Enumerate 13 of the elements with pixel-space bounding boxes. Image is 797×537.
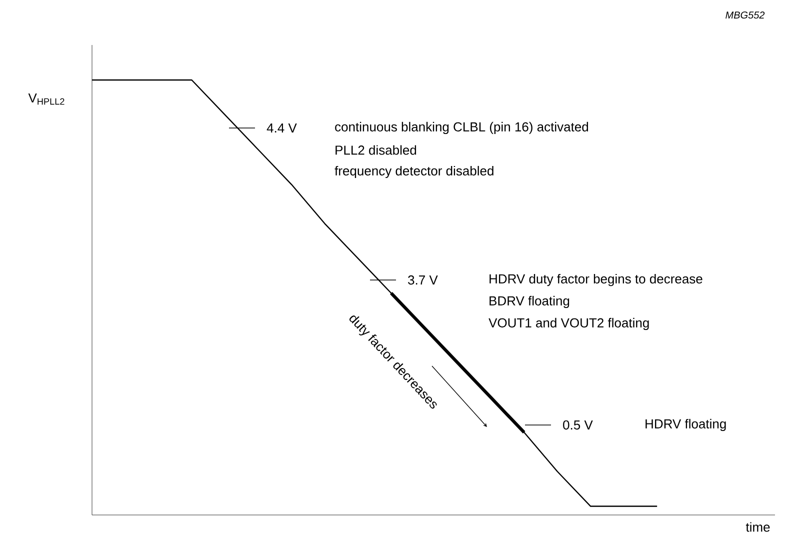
y-axis-title: V$_{HPLL2}$ [28,93,64,105]
annotation: PLL2 disabled [336,145,416,155]
annotation: HDRV floating [646,418,726,432]
annotation: BDRV floating [490,296,570,308]
annotation: 4.4 V [266,124,297,132]
annotation: 0.5 V [563,420,593,430]
annotation: VOUT1 and VOUT2 floating [488,318,649,330]
annotation: continuous blanking CLBL (pin 16) activated [335,122,588,134]
text: MBG552 [726,11,765,19]
text: time [746,522,770,532]
annotation: frequency detector disabled [334,166,494,178]
annotation: HDRV duty factor begins to decrease [490,274,702,286]
annotation: 3.7 V [408,275,438,285]
